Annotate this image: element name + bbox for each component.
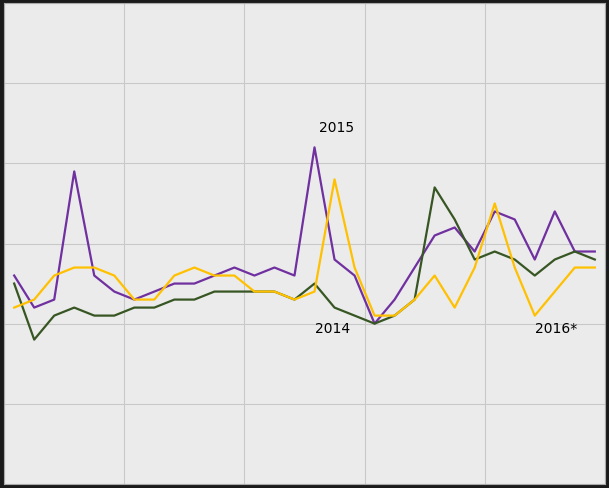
Text: 2014: 2014: [314, 321, 350, 335]
Text: 2015: 2015: [319, 121, 354, 135]
Text: 2016*: 2016*: [535, 321, 577, 335]
